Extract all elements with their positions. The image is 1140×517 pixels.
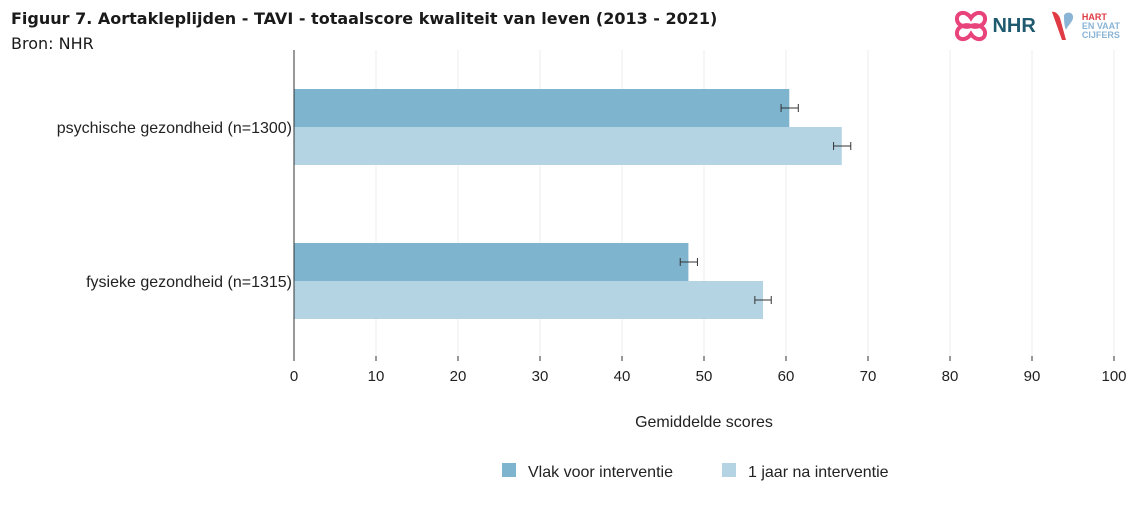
y-tick-label-0: psychische gezondheid (n=1300)	[57, 120, 292, 137]
nhr-logo: NHR	[954, 10, 1036, 42]
hvc-logo-line3: CIJFERS	[1081, 29, 1120, 40]
x-tick-label-0: 0	[290, 368, 298, 385]
x-tick-label-30: 30	[532, 368, 549, 385]
legend-swatch-1	[722, 463, 736, 477]
legend-swatch-0	[502, 463, 516, 477]
x-tick-label-40: 40	[614, 368, 631, 385]
hart-en-vaat-cijfers-logo: HART EN VAAT CIJFERS	[1048, 10, 1120, 42]
x-axis-label: Gemiddelde scores	[635, 414, 773, 431]
x-tick-label-100: 100	[1101, 368, 1126, 385]
y-tick-label-1: fysieke gezondheid (n=1315)	[86, 274, 292, 291]
bar-0-0	[294, 89, 790, 127]
x-tick-label-80: 80	[942, 368, 959, 385]
logos: NHR HART EN VAAT CIJFERS	[954, 10, 1120, 42]
x-tick-label-20: 20	[450, 368, 467, 385]
legend-label-0: Vlak voor interventie	[528, 464, 673, 481]
nhr-logo-text: NHR	[992, 14, 1036, 37]
hvc-heart-icon	[1051, 11, 1073, 40]
x-tick-label-90: 90	[1024, 368, 1041, 385]
chart-title: Figuur 7. Aortakleplijden - TAVI - totaa…	[11, 9, 718, 28]
x-tick-label-70: 70	[860, 368, 877, 385]
nhr-heart-icon	[955, 11, 988, 41]
x-tick-label-50: 50	[696, 368, 713, 385]
bar-1-0	[294, 243, 689, 281]
hvc-logo-line2: EN VAAT	[1081, 20, 1120, 31]
legend-label-1: 1 jaar na interventie	[748, 464, 889, 481]
hvc-logo-line1: HART	[1081, 11, 1107, 22]
x-tick-label-10: 10	[368, 368, 385, 385]
bar-1-1	[294, 281, 764, 319]
chart-source: Bron: NHR	[11, 34, 94, 53]
bar-0-1	[294, 127, 842, 165]
x-tick-label-60: 60	[778, 368, 795, 385]
